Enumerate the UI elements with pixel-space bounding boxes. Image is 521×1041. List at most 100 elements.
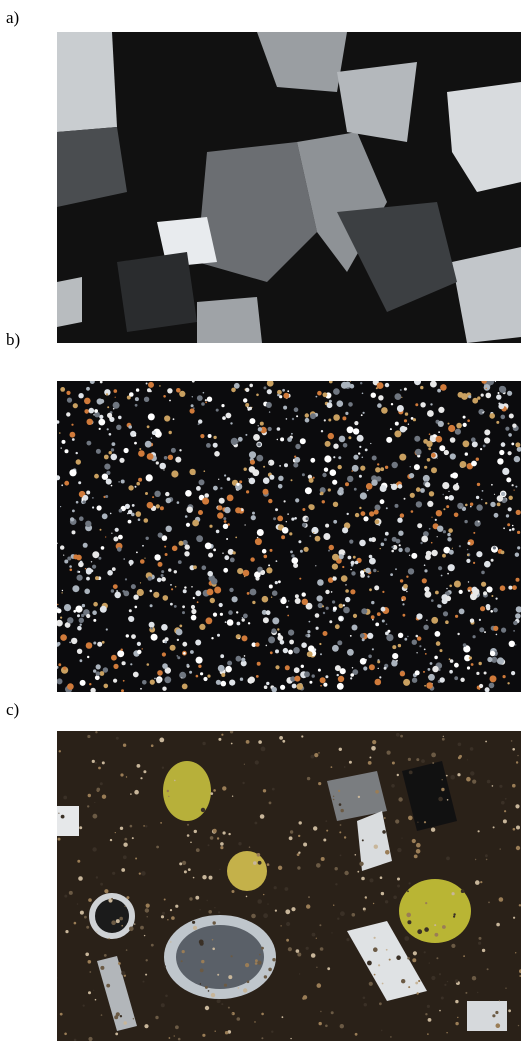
speckle: [182, 684, 188, 690]
speckle: [144, 558, 145, 559]
speckle: [352, 625, 358, 631]
speckle: [161, 577, 166, 582]
speckle: [109, 433, 112, 436]
speckle: [220, 613, 223, 616]
speckle: [111, 454, 118, 461]
speckle: [429, 433, 431, 435]
speckle: [264, 975, 267, 978]
speckle: [89, 683, 91, 685]
speckle: [76, 452, 78, 454]
speckle: [285, 909, 290, 914]
speckle: [147, 453, 154, 460]
speckle: [107, 428, 109, 430]
speckle: [179, 862, 182, 865]
speckle: [229, 588, 233, 592]
speckle: [376, 387, 378, 389]
speckle: [448, 495, 454, 501]
speckle: [330, 469, 337, 476]
speckle: [332, 480, 337, 485]
speckle: [254, 1021, 255, 1022]
speckle: [63, 796, 67, 800]
speckle: [446, 588, 447, 589]
speckle: [244, 655, 246, 657]
speckle: [223, 831, 226, 834]
speckle: [348, 556, 352, 560]
speckle: [397, 405, 404, 412]
speckle: [93, 669, 96, 672]
speckle: [424, 927, 429, 932]
speckle: [143, 825, 145, 827]
speckle: [386, 437, 392, 443]
speckle: [431, 542, 433, 544]
speckle: [260, 570, 265, 575]
speckle: [258, 961, 262, 965]
speckle: [467, 542, 470, 545]
speckle: [325, 524, 329, 528]
speckle: [494, 494, 495, 495]
speckle: [500, 585, 506, 591]
speckle: [375, 467, 380, 472]
speckle: [135, 858, 137, 860]
speckle: [380, 499, 385, 504]
speckle: [431, 550, 437, 556]
speckle: [308, 896, 310, 898]
speckle: [224, 555, 229, 560]
speckle: [110, 513, 112, 515]
speckle: [145, 908, 149, 912]
speckle: [425, 587, 429, 591]
speckle: [345, 589, 349, 593]
speckle: [471, 663, 474, 666]
speckle: [98, 767, 101, 770]
speckle: [435, 591, 439, 595]
speckle: [155, 1016, 158, 1019]
speckle: [60, 634, 67, 641]
speckle: [191, 586, 193, 588]
speckle: [120, 827, 123, 830]
speckle: [237, 568, 243, 574]
speckle: [128, 485, 133, 490]
speckle: [278, 633, 281, 636]
speckle: [426, 682, 433, 689]
speckle: [337, 683, 344, 690]
speckle: [144, 1024, 148, 1028]
speckle: [338, 790, 340, 792]
speckle: [77, 860, 80, 863]
speckle: [191, 404, 194, 407]
speckle: [228, 610, 233, 615]
speckle: [172, 546, 178, 552]
speckle: [327, 967, 330, 970]
speckle: [499, 450, 504, 455]
speckle: [416, 501, 422, 507]
speckle: [391, 484, 397, 490]
speckle: [92, 610, 97, 615]
speckle: [205, 543, 212, 550]
speckle: [305, 413, 309, 417]
speckle: [263, 789, 266, 792]
speckle: [369, 511, 374, 516]
speckle: [453, 913, 455, 915]
speckle: [398, 644, 401, 647]
speckle: [392, 762, 395, 765]
speckle: [205, 1006, 209, 1010]
speckle: [187, 824, 189, 826]
speckle: [502, 468, 509, 475]
speckle: [402, 603, 404, 605]
speckle: [493, 626, 498, 631]
speckle: [80, 911, 84, 915]
speckle: [448, 425, 455, 432]
speckle: [505, 798, 507, 800]
speckle: [417, 636, 421, 640]
speckle: [92, 760, 95, 763]
speckle: [414, 855, 418, 859]
speckle: [132, 504, 135, 507]
speckle: [503, 527, 505, 529]
speckle: [416, 635, 419, 638]
speckle: [191, 615, 197, 621]
speckle: [294, 456, 296, 458]
speckle: [515, 553, 519, 557]
speckle: [332, 564, 338, 570]
speckle: [450, 453, 456, 459]
speckle: [277, 439, 278, 440]
speckle: [300, 550, 303, 553]
speckle: [481, 582, 486, 587]
